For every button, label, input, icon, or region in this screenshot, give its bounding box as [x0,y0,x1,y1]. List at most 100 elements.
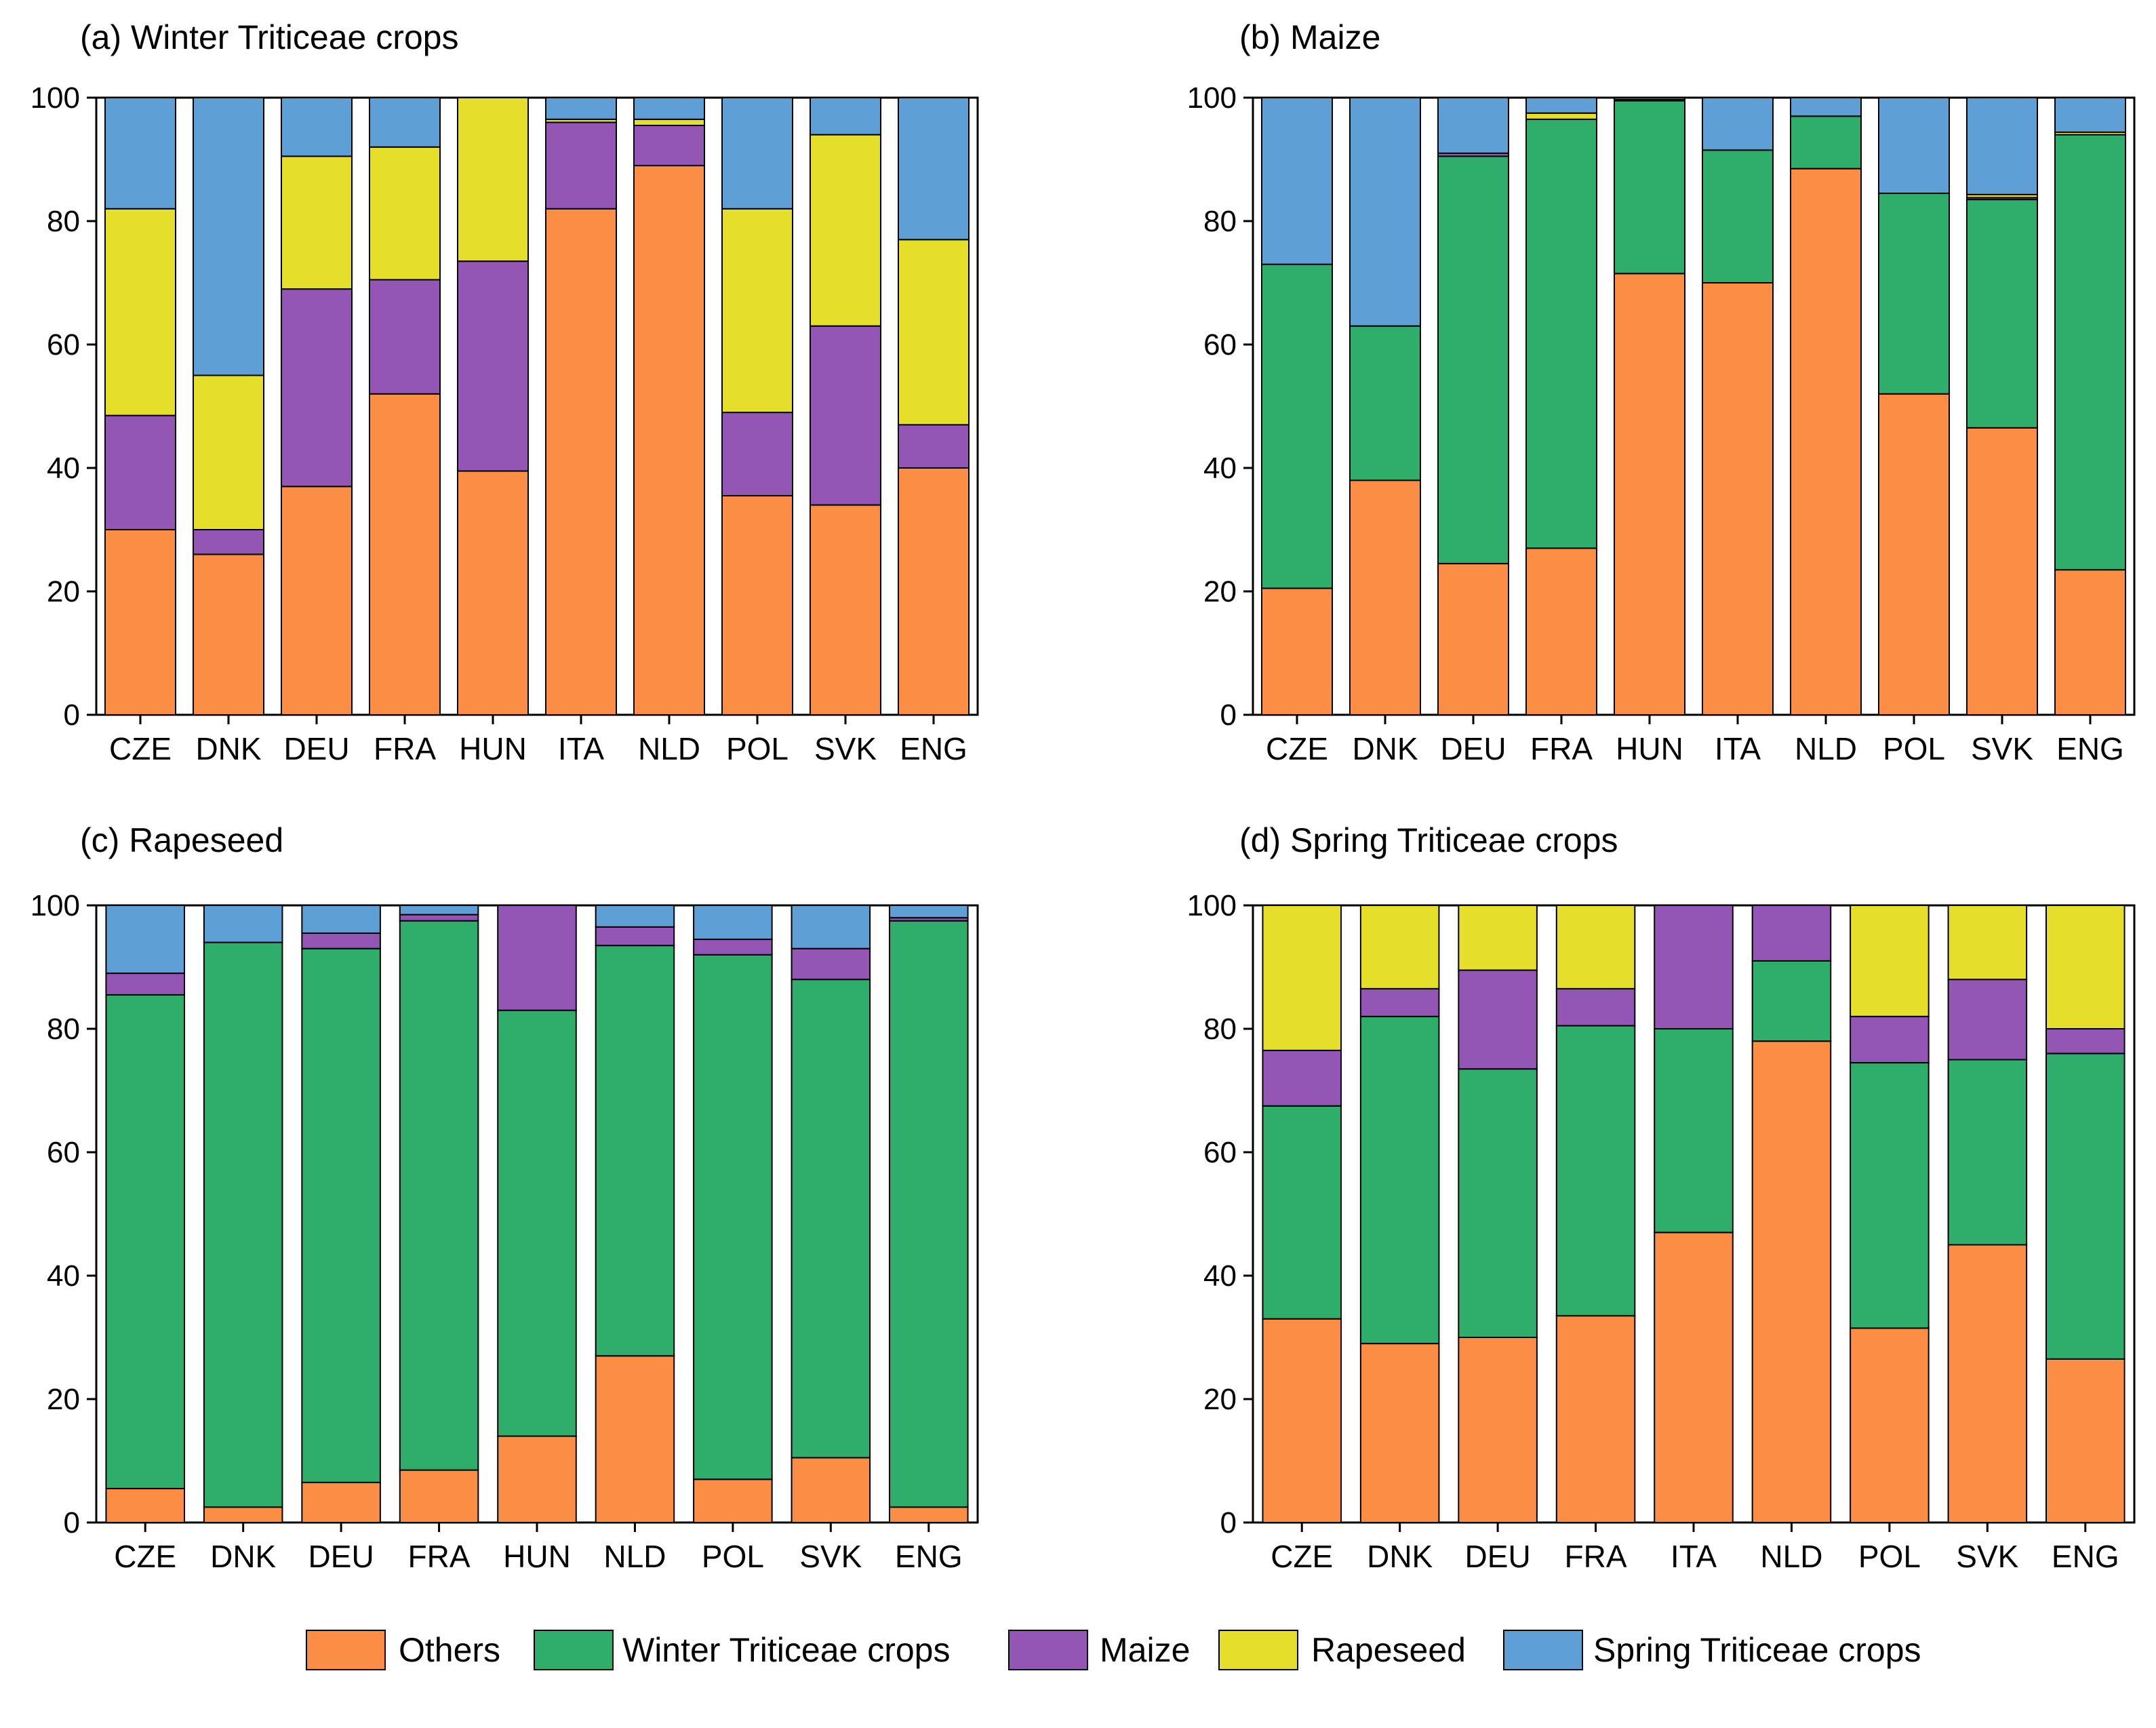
bar-segment-svk-maize [791,947,871,981]
bar-segment-fra-others [1555,1315,1636,1524]
bar-segment-ita-others [1702,282,1774,715]
legend-label: Maize [1100,1631,1190,1669]
bar-segment-deu-maize [301,932,381,949]
bar-segment-cze-winter-triticeae-crops [1261,263,1333,589]
bar-segment-eng-others [2045,1358,2125,1523]
x-tick-label: ITA [1715,731,1761,766]
bar-segment-dnk-others [1359,1343,1440,1523]
bar-segment-svk-spring-triticeae-crops [810,97,881,136]
bar-segment-cze-spring-triticeae-crops [1261,97,1333,265]
y-tick-label: 40 [1203,1259,1237,1293]
bar-segment-pol-maize [721,412,793,496]
y-tick-label: 20 [47,575,80,608]
bar-segment-svk-others [1947,1244,2028,1523]
y-tick-label: 20 [1203,1383,1237,1416]
bar-segment-pol-maize [1850,1015,1930,1064]
bar-segment-nld-spring-triticeae-crops [1790,97,1862,117]
x-tick-label: ITA [1671,1539,1717,1574]
bar-segment-pol-others [1850,1327,1930,1523]
legend-item-winter-triticeae: Winter Triticeae crops [534,1630,950,1670]
bar-segment-eng-winter-triticeae-crops [889,920,969,1508]
bar-segment-deu-others [1437,563,1509,715]
bar-segment-dnk-rapeseed [1359,905,1440,989]
bar-segment-hun-winter-triticeae-crops [1614,100,1685,275]
bar-segment-deu-maize [1458,969,1538,1070]
bar-segment-pol-rapeseed [1850,905,1930,1017]
legend-label: Winter Triticeae crops [622,1631,950,1669]
bar-segment-fra-winter-triticeae-crops [399,920,479,1471]
bar-segment-eng-others [898,467,970,715]
x-tick-label: CZE [114,1539,176,1574]
y-tick-label: 100 [31,889,80,922]
bar-segment-svk-rapeseed [1947,905,2028,981]
panel-title: (c) Rapeseed [80,821,283,859]
x-tick-label: DNK [1367,1539,1433,1574]
bar-segment-nld-others [633,165,705,716]
bar-segment-svk-rapeseed [810,134,881,327]
panel-d-spring-triticeae: (d) Spring Triticeae crops 0 20 40 60 80 100 C… [1187,821,2136,1574]
panel-a-winter-triticeae: (a) Winter Triticeae crops 0 20 40 60 80 100 C… [31,18,979,766]
bar-segment-fra-rapeseed [1525,112,1597,120]
panel-title: (a) Winter Triticeae crops [80,18,458,56]
y-tick-label: 0 [64,1506,80,1539]
bar-segment-eng-others [2054,569,2126,716]
bar-segment-cze-others [105,1487,185,1523]
legend: Others Winter Triticeae crops Maize Rape… [306,1630,1921,1670]
x-tick-label: POL [702,1539,764,1574]
bar-segment-deu-rapeseed [281,155,353,290]
y-tick-label: 80 [1203,1013,1237,1046]
y-tick-label: 100 [1187,889,1237,922]
bar-segment-fra-winter-triticeae-crops [1525,118,1597,549]
x-tick-label: CZE [1271,1539,1333,1574]
x-tick-label: CZE [109,731,172,766]
x-tick-label: FRA [374,731,436,766]
bar-segment-cze-spring-triticeae-crops [104,97,176,210]
y-tick-label: 60 [47,1136,80,1169]
bar-segment-fra-others [399,1469,479,1523]
x-tick-label: DNK [1352,731,1418,766]
bar-segment-ita-maize [545,121,617,210]
bar-segment-cze-maize [1262,1049,1342,1107]
x-tick-label: NLD [1795,731,1857,766]
legend-swatch [1218,1630,1298,1670]
bar-segment-nld-maize [1751,905,1832,962]
bar-segment-cze-maize [104,414,176,531]
y-tick-label: 100 [31,81,80,115]
bar-segment-nld-maize [595,926,675,947]
panel-title: (b) Maize [1239,18,1380,56]
x-tick-label: POL [1858,1539,1921,1574]
x-tick-label: DEU [1465,1539,1531,1574]
bar-segment-nld-rapeseed [633,118,705,126]
bar-segment-eng-rapeseed [898,239,970,426]
bar-segment-pol-winter-triticeae-crops [1878,193,1950,395]
bar-segment-dnk-maize [1359,987,1440,1017]
x-tick-label: FRA [1565,1539,1627,1574]
x-tick-label: SVK [1971,731,2033,766]
legend-label: Others [399,1631,500,1669]
x-tick-label: NLD [603,1539,666,1574]
bar-segment-fra-others [1525,547,1597,715]
y-tick-label: 40 [1203,452,1237,485]
x-tick-label: FRA [1530,731,1593,766]
x-tick-label: POL [1883,731,1945,766]
legend-item-others: Others [306,1630,500,1670]
bar-segment-fra-spring-triticeae-crops [369,97,441,148]
bar-segment-nld-spring-triticeae-crops [633,97,705,120]
bar-segment-cze-others [1261,587,1333,716]
x-tick-label: NLD [1760,1539,1822,1574]
bar-segment-eng-maize [898,424,970,469]
bar-segment-dnk-winter-triticeae-crops [1359,1015,1440,1345]
bar-segment-pol-spring-triticeae-crops [1878,97,1950,195]
bar-segment-deu-others [1458,1337,1538,1523]
bar-segment-deu-rapeseed [1458,905,1538,971]
bar-segment-hun-winter-triticeae-crops [497,1009,577,1437]
bar-segment-svk-winter-triticeae-crops [791,979,871,1459]
bar-segment-deu-spring-triticeae-crops [301,905,381,934]
x-tick-label: DNK [210,1539,276,1574]
x-tick-label: NLD [638,731,700,766]
bar-segment-pol-winter-triticeae-crops [1850,1062,1930,1329]
bar-segment-eng-rapeseed [2045,905,2125,1029]
bar-segment-dnk-spring-triticeae-crops [203,905,283,943]
y-tick-label: 100 [1187,81,1237,115]
bar-segment-pol-spring-triticeae-crops [693,905,773,941]
